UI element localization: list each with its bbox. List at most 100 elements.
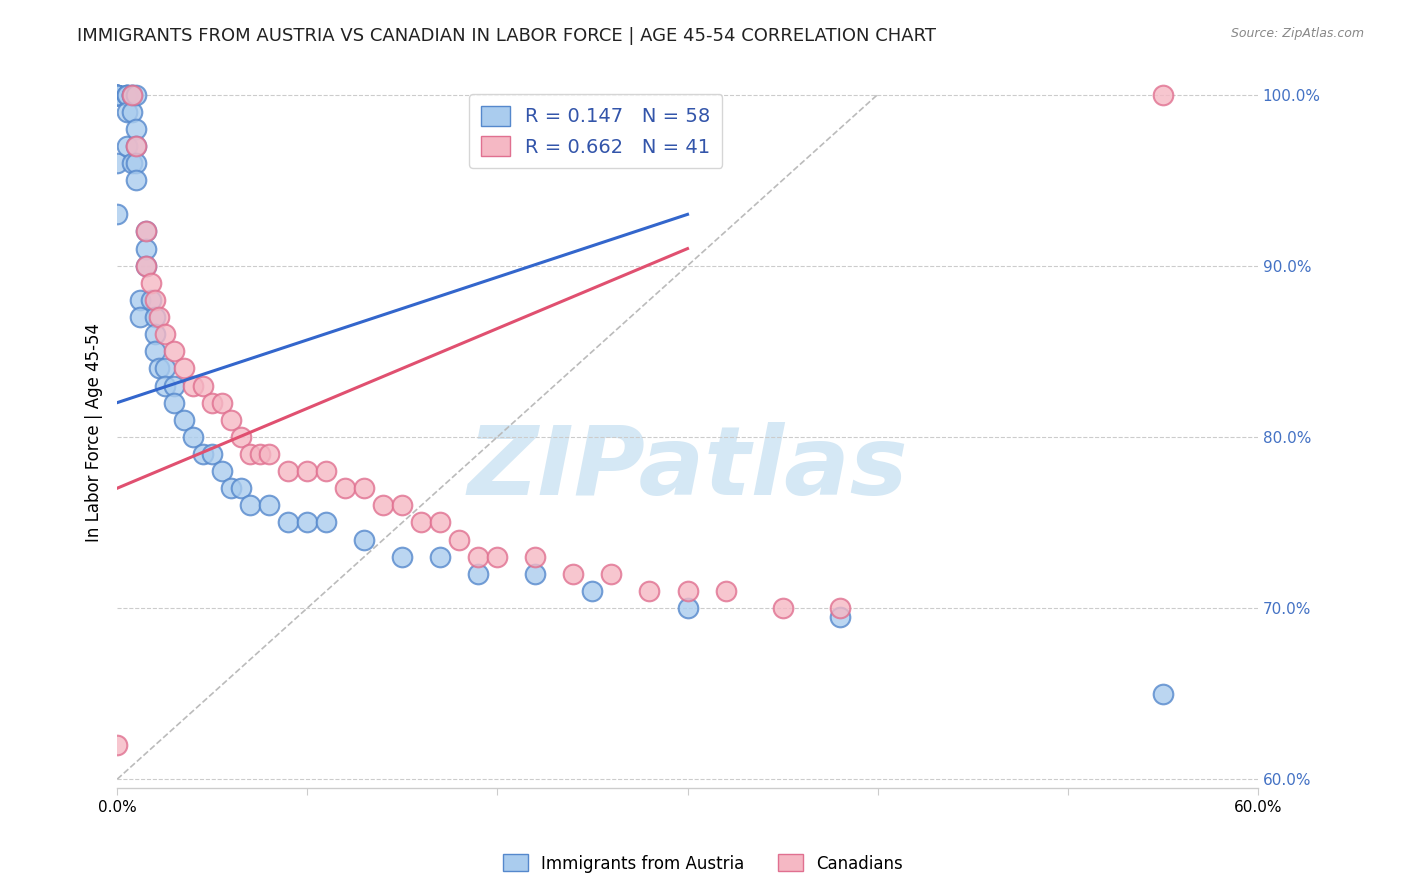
Point xyxy=(229,481,252,495)
Point xyxy=(135,259,157,273)
Point xyxy=(524,566,547,581)
Point xyxy=(1152,687,1174,701)
Point xyxy=(129,293,152,307)
Point xyxy=(259,447,281,461)
Point xyxy=(105,87,128,102)
Point xyxy=(391,549,413,564)
Point xyxy=(772,601,794,615)
Point xyxy=(163,344,186,359)
Point xyxy=(239,447,262,461)
Point xyxy=(105,87,128,102)
Point xyxy=(115,87,138,102)
Point xyxy=(105,87,128,102)
Point xyxy=(600,566,623,581)
Point xyxy=(115,139,138,153)
Point xyxy=(562,566,585,581)
Point xyxy=(135,225,157,239)
Point xyxy=(181,378,204,392)
Point xyxy=(125,173,148,187)
Point xyxy=(121,104,143,119)
Point xyxy=(125,121,148,136)
Point xyxy=(211,464,233,478)
Point xyxy=(125,156,148,170)
Point xyxy=(277,516,299,530)
Text: IMMIGRANTS FROM AUSTRIA VS CANADIAN IN LABOR FORCE | AGE 45-54 CORRELATION CHART: IMMIGRANTS FROM AUSTRIA VS CANADIAN IN L… xyxy=(77,27,936,45)
Point xyxy=(115,104,138,119)
Point xyxy=(353,481,375,495)
Point xyxy=(259,499,281,513)
Point xyxy=(411,516,433,530)
Point xyxy=(143,293,166,307)
Point xyxy=(449,533,471,547)
Point xyxy=(524,549,547,564)
Point xyxy=(141,293,163,307)
Point xyxy=(219,413,242,427)
Point xyxy=(153,361,176,376)
Point xyxy=(638,583,661,598)
Point xyxy=(105,87,128,102)
Point xyxy=(1152,87,1174,102)
Point xyxy=(211,395,233,409)
Point xyxy=(429,516,451,530)
Point xyxy=(191,447,214,461)
Point xyxy=(828,601,851,615)
Point xyxy=(277,464,299,478)
Point xyxy=(315,464,337,478)
Legend: Immigrants from Austria, Canadians: Immigrants from Austria, Canadians xyxy=(496,847,910,880)
Point xyxy=(391,499,413,513)
Point xyxy=(297,464,319,478)
Point xyxy=(105,87,128,102)
Point xyxy=(581,583,603,598)
Point xyxy=(429,549,451,564)
Point xyxy=(249,447,271,461)
Point xyxy=(121,87,143,102)
Point xyxy=(467,566,489,581)
Point xyxy=(486,549,509,564)
Point xyxy=(714,583,737,598)
Point xyxy=(467,549,489,564)
Point xyxy=(163,395,186,409)
Legend: R = 0.147   N = 58, R = 0.662   N = 41: R = 0.147 N = 58, R = 0.662 N = 41 xyxy=(470,95,723,169)
Point xyxy=(173,361,195,376)
Point xyxy=(143,327,166,342)
Point xyxy=(121,87,143,102)
Point xyxy=(135,259,157,273)
Point xyxy=(143,310,166,324)
Point xyxy=(105,156,128,170)
Point xyxy=(105,738,128,752)
Point xyxy=(135,225,157,239)
Point xyxy=(105,87,128,102)
Point xyxy=(125,87,148,102)
Point xyxy=(105,87,128,102)
Point xyxy=(143,344,166,359)
Point xyxy=(129,310,152,324)
Point xyxy=(297,516,319,530)
Point xyxy=(163,378,186,392)
Point xyxy=(201,395,224,409)
Point xyxy=(148,361,170,376)
Point xyxy=(173,413,195,427)
Point xyxy=(335,481,357,495)
Point xyxy=(239,499,262,513)
Point xyxy=(828,609,851,624)
Point xyxy=(676,601,699,615)
Point xyxy=(141,276,163,290)
Point xyxy=(191,378,214,392)
Point xyxy=(121,87,143,102)
Point xyxy=(125,139,148,153)
Point xyxy=(219,481,242,495)
Point xyxy=(181,430,204,444)
Point xyxy=(125,139,148,153)
Point xyxy=(373,499,395,513)
Point xyxy=(153,378,176,392)
Y-axis label: In Labor Force | Age 45-54: In Labor Force | Age 45-54 xyxy=(86,323,103,542)
Point xyxy=(148,310,170,324)
Point xyxy=(315,516,337,530)
Point xyxy=(115,87,138,102)
Text: ZIPatlas: ZIPatlas xyxy=(467,422,908,515)
Point xyxy=(353,533,375,547)
Point xyxy=(115,87,138,102)
Text: Source: ZipAtlas.com: Source: ZipAtlas.com xyxy=(1230,27,1364,40)
Point xyxy=(105,207,128,221)
Point xyxy=(135,242,157,256)
